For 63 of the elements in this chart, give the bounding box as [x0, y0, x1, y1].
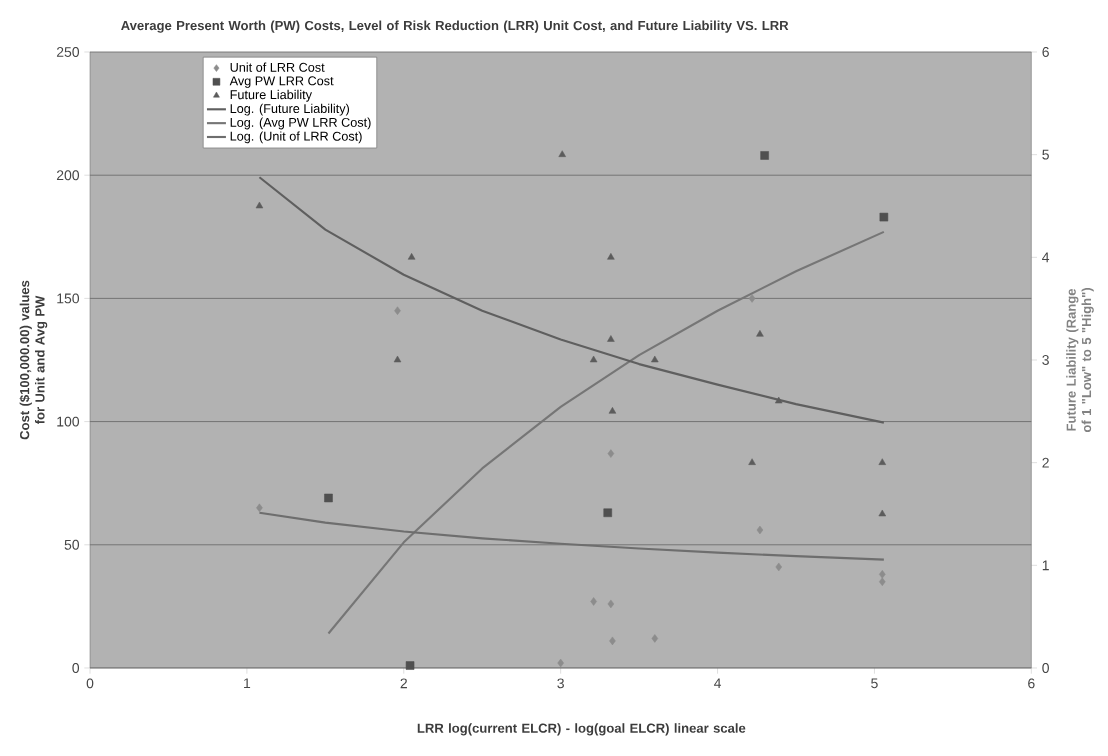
legend-label: Log. (Avg PW LRR Cost)	[230, 117, 371, 130]
legend-label: Log. (Future Liability)	[230, 103, 349, 116]
point	[557, 658, 564, 668]
point	[255, 201, 264, 209]
point	[256, 503, 263, 513]
point	[589, 355, 598, 363]
y-tick-label: 250	[56, 47, 80, 57]
y2-tick-label: 5	[1042, 149, 1049, 160]
legend-label: Log. (Unit of LRR Cost)	[230, 131, 362, 144]
line-series	[258, 176, 885, 424]
point	[405, 661, 415, 670]
x-tick-label: 4	[713, 678, 722, 689]
point	[748, 458, 756, 465]
point	[879, 212, 889, 222]
x-tick-label: 3	[557, 678, 564, 689]
x-tick-label: 5	[871, 678, 878, 689]
legend-label: Avg PW LRR Cost	[229, 76, 334, 88]
point	[775, 396, 783, 404]
point	[608, 407, 617, 414]
legend-label: Future Liability	[230, 89, 312, 102]
x-tick-label: 6	[1028, 678, 1035, 689]
point	[878, 458, 887, 465]
y2-tick-label: 1	[1042, 560, 1049, 571]
y2-tick-label: 2	[1042, 457, 1049, 468]
point	[590, 597, 597, 606]
point	[748, 294, 756, 303]
y-tick-label: 150	[57, 293, 80, 304]
x-tick-label: 1	[244, 678, 251, 689]
legend-label: Unit of LRR Cost	[230, 62, 325, 72]
point	[879, 570, 886, 579]
y-tick-label: 100	[57, 416, 80, 427]
point	[393, 355, 402, 363]
chart-title: Average Present Worth (PW) Costs, Level of Risk Reduction (LRR) Unit Cost, and Future Liability VS. LRR	[121, 20, 789, 33]
point	[756, 330, 764, 337]
point	[756, 525, 764, 535]
y-tick-label: 200	[56, 170, 80, 181]
point	[607, 335, 615, 342]
point	[558, 150, 566, 157]
point	[607, 449, 615, 458]
point	[607, 599, 615, 609]
y2-tick-label: 6	[1042, 47, 1049, 57]
point	[651, 634, 659, 643]
x-tick-label: 2	[400, 678, 407, 689]
y-axis-title: Cost ($100,000.00) values for Unit and Avg PW	[19, 280, 48, 440]
x-tick-label: 0	[86, 678, 94, 689]
y2-tick-label: 0	[1042, 663, 1049, 673]
point	[407, 253, 416, 260]
y2-tick-label: 3	[1042, 355, 1049, 365]
point	[324, 493, 333, 503]
point	[879, 577, 886, 587]
point	[603, 508, 612, 518]
y-tick-label: 50	[64, 539, 80, 550]
point	[878, 509, 887, 517]
point	[775, 562, 783, 572]
point	[760, 151, 769, 160]
y-tick-label: 0	[72, 663, 80, 673]
x-axis-title: LRR log(current ELCR) - log(goal ELCR) linear scale	[417, 723, 746, 736]
point	[609, 636, 616, 646]
y2-axis-title: Future Liability (Range of 1 "Low" to 5 "High")	[1066, 288, 1094, 433]
point	[651, 355, 659, 363]
y2-tick-label: 4	[1042, 252, 1050, 263]
point	[394, 306, 401, 315]
point	[607, 253, 615, 260]
